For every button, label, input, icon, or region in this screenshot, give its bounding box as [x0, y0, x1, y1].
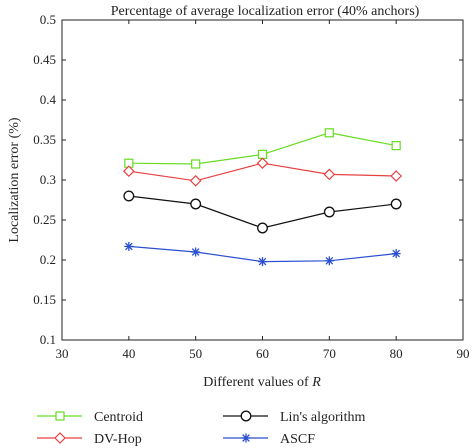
data-point-lin-s-algorithm [123, 190, 135, 202]
y-tick-label: 0.15 [33, 292, 56, 307]
data-point-lin-s-algorithm [323, 206, 335, 218]
y-tick-label: 0.4 [40, 92, 57, 107]
x-tick-label: 60 [256, 346, 269, 361]
legend-label: Lin's algorithm [280, 410, 365, 425]
legend-swatch-marker [55, 411, 65, 421]
data-point-centroid [324, 128, 334, 138]
data-point-dv-hop [390, 170, 403, 182]
data-point-dv-hop [256, 157, 269, 170]
data-point-lin-s-algorithm [190, 198, 202, 210]
legend-swatch-marker [240, 410, 252, 422]
y-tick-label: 0.45 [33, 52, 56, 67]
plot-frame [61, 19, 464, 341]
x-tick-label: 80 [390, 346, 403, 361]
data-point-lin-s-algorithm [257, 222, 268, 234]
x-tick-label: 90 [457, 346, 470, 361]
x-tick-label: 30 [56, 346, 69, 361]
legend-label: Centroid [94, 410, 143, 425]
chart-title: Percentage of average localization error… [111, 4, 420, 19]
legend: Centroid DV-Hop Lin's algorithm ASCF [37, 410, 365, 447]
data-point-ascf [191, 247, 201, 257]
y-tick-label: 0.35 [33, 132, 56, 147]
data-point-ascf [258, 257, 267, 267]
legend-item-dv-hop: DV-Hop [37, 432, 142, 447]
data-point-ascf [124, 241, 134, 251]
data-point-centroid [391, 141, 401, 151]
x-axis-title-text: Different values of [203, 375, 312, 390]
x-tick-label: 50 [189, 346, 202, 361]
legend-swatch-marker [54, 432, 66, 444]
y-tick-label: 0.25 [33, 212, 56, 227]
y-tick-label: 0.2 [40, 252, 56, 267]
legend-label: DV-Hop [94, 432, 142, 447]
data-point-lin-s-algorithm [390, 198, 402, 210]
y-tick-label: 0.5 [40, 12, 56, 27]
legend-label: ASCF [280, 432, 315, 447]
y-tick-label: 0.3 [40, 172, 56, 187]
data-point-ascf [391, 249, 401, 259]
y-axis-title: Localization error (%) [7, 117, 22, 242]
data-point-dv-hop [122, 165, 135, 178]
x-axis-title-variable: R [311, 375, 321, 390]
legend-item-ascf: ASCF [223, 432, 315, 447]
legend-swatch-marker [241, 433, 251, 443]
data-point-dv-hop [189, 174, 202, 187]
legend-item-lin-s-algorithm: Lin's algorithm [223, 410, 365, 425]
x-tick-label: 40 [122, 346, 135, 361]
data-point-centroid [191, 159, 201, 169]
legend-item-centroid: Centroid [37, 410, 143, 425]
data-point-ascf [324, 256, 334, 266]
data-point-dv-hop [323, 168, 336, 181]
x-axis-title: Different values of R [203, 375, 321, 390]
x-tick-label: 70 [323, 346, 336, 361]
data-point-centroid [257, 149, 268, 159]
y-tick-label: 0.1 [40, 332, 56, 347]
